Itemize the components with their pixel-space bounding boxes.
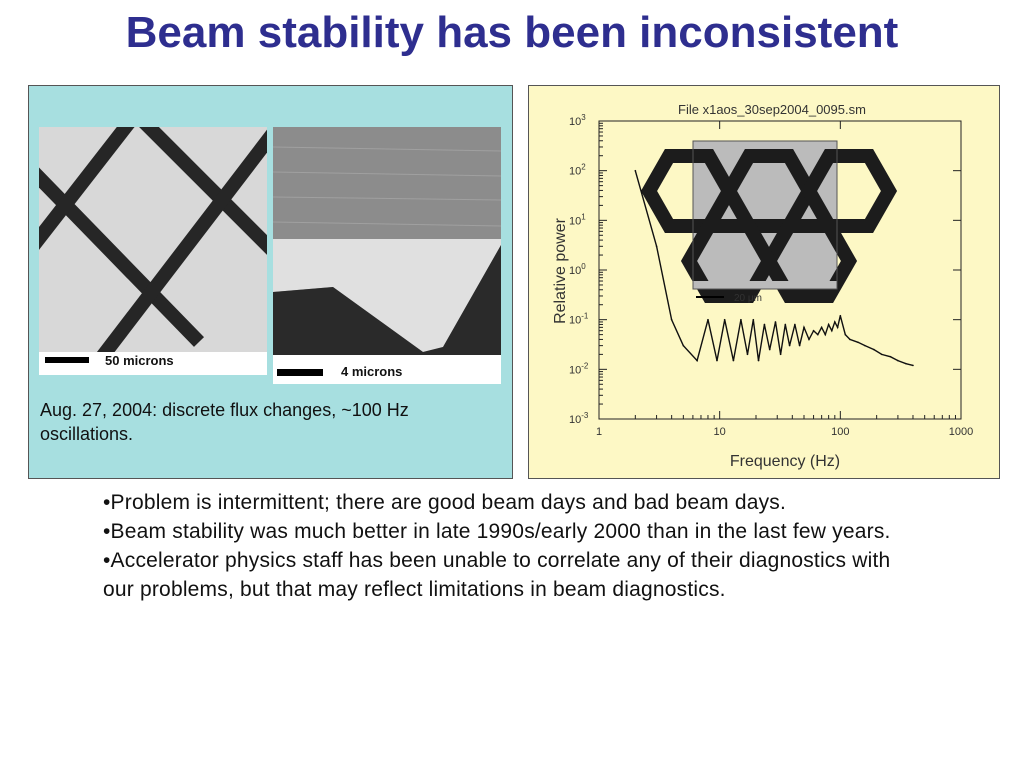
- data-point: [889, 355, 892, 358]
- y-tick-label: 102: [569, 163, 586, 178]
- x-tick-label: 1000: [949, 426, 973, 438]
- data-point: [880, 353, 883, 356]
- y-tick-label: 100: [569, 262, 586, 277]
- image2-scale-label: 4 microns: [341, 364, 403, 379]
- data-point: [857, 341, 859, 344]
- data-point: [740, 318, 742, 321]
- data-point: [905, 362, 907, 365]
- image-caption: Aug. 27, 2004: discrete flux changes, ~1…: [40, 400, 409, 444]
- data-point: [812, 329, 815, 332]
- data-point: [824, 333, 827, 336]
- data-point: [670, 318, 673, 321]
- data-point: [839, 314, 842, 317]
- y-tick-label: 10-2: [569, 361, 589, 376]
- data-point: [763, 323, 766, 326]
- chart-xlabel: Frequency (Hz): [730, 453, 840, 470]
- x-tick-label: 10: [714, 426, 726, 438]
- data-point: [752, 318, 755, 321]
- data-point: [798, 344, 801, 347]
- data-point: [836, 326, 839, 329]
- data-point: [732, 359, 735, 362]
- y-tick-label: 10-1: [569, 312, 589, 327]
- data-point: [655, 245, 658, 248]
- data-point: [794, 323, 796, 326]
- data-point: [827, 323, 830, 326]
- data-point: [634, 169, 637, 172]
- edge-micrograph: 4 microns: [273, 127, 501, 384]
- data-point: [831, 329, 833, 332]
- bullet-list: •Problem is intermittent; there are good…: [103, 488, 903, 604]
- data-point: [803, 326, 805, 329]
- grid-micrograph: 50 microns: [39, 127, 267, 375]
- data-point: [723, 318, 726, 321]
- data-point: [774, 321, 777, 323]
- series-line: [634, 170, 914, 367]
- power-spectrum-chart: File x1aos_30sep2004_0095.sm Relative po…: [552, 102, 973, 470]
- data-point: [820, 326, 823, 329]
- hexagon-inset-image: [640, 141, 898, 303]
- power-spectrum-panel: File x1aos_30sep2004_0095.sm Relative po…: [528, 85, 1000, 479]
- data-point: [816, 333, 819, 336]
- x-tick-label: 1: [596, 426, 602, 438]
- image1-scale-label: 50 microns: [105, 353, 174, 368]
- microscopy-panel: 50 microns 4 microns Aug. 27, 2004: disc…: [28, 85, 513, 479]
- data-point: [834, 321, 836, 323]
- data-point: [696, 359, 698, 362]
- bullet-item: •Beam stability was much better in late …: [103, 520, 891, 543]
- data-point: [912, 364, 914, 367]
- slide-title: Beam stability has been inconsistent: [125, 8, 899, 57]
- data-point: [779, 353, 782, 356]
- data-point: [682, 344, 685, 347]
- data-point: [808, 338, 810, 341]
- data-point: [788, 344, 791, 347]
- bullet-item: •Problem is intermittent; there are good…: [103, 491, 787, 514]
- chart-ylabel: Relative power: [552, 217, 569, 324]
- chart-title: File x1aos_30sep2004_0095.sm: [678, 102, 866, 117]
- inset-scale-label: 20 μm: [734, 293, 762, 304]
- data-point: [849, 338, 851, 341]
- data-point: [864, 344, 866, 347]
- bullet-item: •Accelerator physics staff has been unab…: [103, 549, 891, 601]
- y-tick-label: 101: [569, 212, 586, 227]
- data-point: [757, 359, 760, 362]
- data-point: [784, 323, 787, 326]
- y-tick-label: 103: [569, 113, 586, 128]
- y-tick-label: 10-3: [569, 411, 589, 426]
- data-point: [707, 318, 709, 321]
- x-tick-label: 100: [831, 426, 849, 438]
- data-point: [716, 359, 718, 362]
- data-point: [768, 348, 771, 351]
- data-point: [873, 348, 875, 351]
- data-point: [746, 353, 749, 356]
- data-point: [897, 359, 899, 362]
- data-point: [844, 333, 847, 336]
